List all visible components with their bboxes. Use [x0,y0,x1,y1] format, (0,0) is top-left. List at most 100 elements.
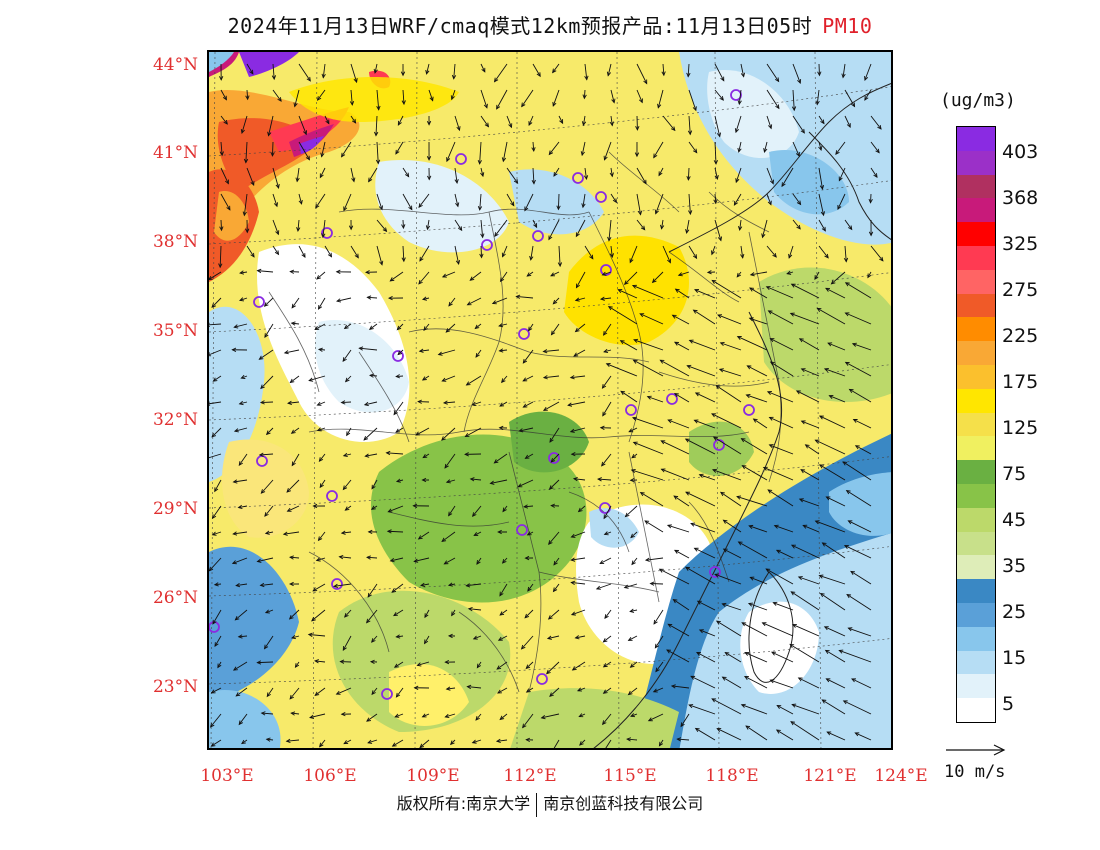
wind-arrow-head [800,469,806,474]
wind-arrow [745,725,768,741]
wind-arrow [418,271,430,285]
wind-arrow [209,453,222,459]
wind-arrow-head [741,465,747,470]
wind-arrow-head [458,226,463,232]
colorbar-tick-label: 5 [1002,693,1015,715]
wind-arrow-head [820,211,825,217]
wind-arrow-head [844,312,850,317]
wind-arrow [549,479,560,490]
wind-arrow-head [366,717,371,722]
wind-arrow-head [342,646,347,651]
wind-arrow [336,297,352,302]
wind-arrow-head [395,634,401,639]
wind-arrow [220,193,231,211]
wind-arrow [341,141,352,157]
wind-arrow [763,467,794,481]
wind-arrow [344,609,352,618]
wind-arrow [392,739,404,747]
wind-arrow [658,167,664,176]
wind-arrow-head [688,339,694,344]
wind-arrow [417,661,430,666]
wind-arrow [424,609,430,618]
wind-arrow-head [602,689,608,694]
wind-arrow-head [243,158,249,164]
wind-arrow-head [542,349,548,354]
wind-arrow-head [797,79,802,84]
wind-arrow-head [394,713,400,718]
wind-arrow [654,635,664,648]
wind-arrow [849,389,872,403]
wind-arrow-head [605,363,611,368]
wind-arrow-head [790,721,796,726]
wind-arrow-head [823,367,829,373]
wind-arrow-head [736,272,742,278]
wind-arrow-head [603,348,609,354]
wind-arrow [791,544,820,559]
wind-arrow [264,323,274,338]
wind-arrow [368,167,378,182]
wind-arrow-head [525,737,531,743]
wind-arrow-head [716,132,722,138]
wind-arrow-head [672,598,678,604]
wind-arrow-head [258,452,264,457]
wind-arrow-head [797,576,803,581]
wind-arrow [553,167,560,177]
wind-arrow-head [791,623,797,628]
wind-arrow [548,609,560,620]
wind-arrow-head [283,350,289,355]
wind-arrow [602,401,612,416]
wind-arrow [264,505,274,517]
wind-arrow [765,568,794,585]
wind-arrow-head [673,495,679,500]
wind-arrow [694,547,716,559]
wind-arrow-head [842,700,848,705]
wind-arrow [291,635,300,639]
wind-arrow-head [250,181,255,187]
wind-arrow-head [761,233,766,239]
wind-arrow [844,245,847,262]
wind-arrow-head [291,461,296,467]
wind-arrow-head [552,299,558,305]
wind-arrow [530,245,534,260]
wind-arrow [295,661,300,668]
wind-arrow-head [644,557,650,562]
wind-arrow-head [696,600,702,605]
wind-arrow-head [224,179,229,185]
wind-arrow [321,141,326,157]
wind-arrow-head [603,749,606,750]
wind-arrow-head [692,254,698,260]
wind-arrow [220,141,223,156]
wind-arrow-head [342,357,347,362]
wind-arrow [741,704,768,715]
wind-arrow [687,365,716,377]
wind-arrow-head [316,96,322,101]
wind-arrow-head [877,124,882,130]
wind-arrow [212,609,222,625]
wind-arrow [852,343,872,351]
wind-arrow [549,427,560,443]
wind-arrow [742,465,768,481]
wind-vectors [209,63,884,750]
wind-arrow [528,115,534,126]
wind-arrow-head [790,283,796,288]
wind-arrow [453,63,456,79]
wind-arrow [766,167,774,184]
wind-arrow-head [838,176,843,182]
wind-arrow [261,712,274,715]
wind-arrow-head [277,97,282,102]
wind-arrow [645,557,664,561]
wind-arrow [711,413,742,429]
wind-arrow-head [311,616,316,622]
wind-arrow [322,63,326,78]
wind-arrow-head [231,347,237,352]
wind-arrow-head [368,325,374,330]
wind-arrow-head [623,280,629,285]
wind-arrow [824,368,846,377]
colorbar-tick-label: 45 [1002,509,1027,531]
wind-arrow [672,314,690,325]
wind-arrow [419,739,430,748]
wind-arrow [738,89,742,105]
wind-arrow [543,401,560,411]
wind-arrow-head [868,231,874,237]
wind-arrow [319,739,326,747]
